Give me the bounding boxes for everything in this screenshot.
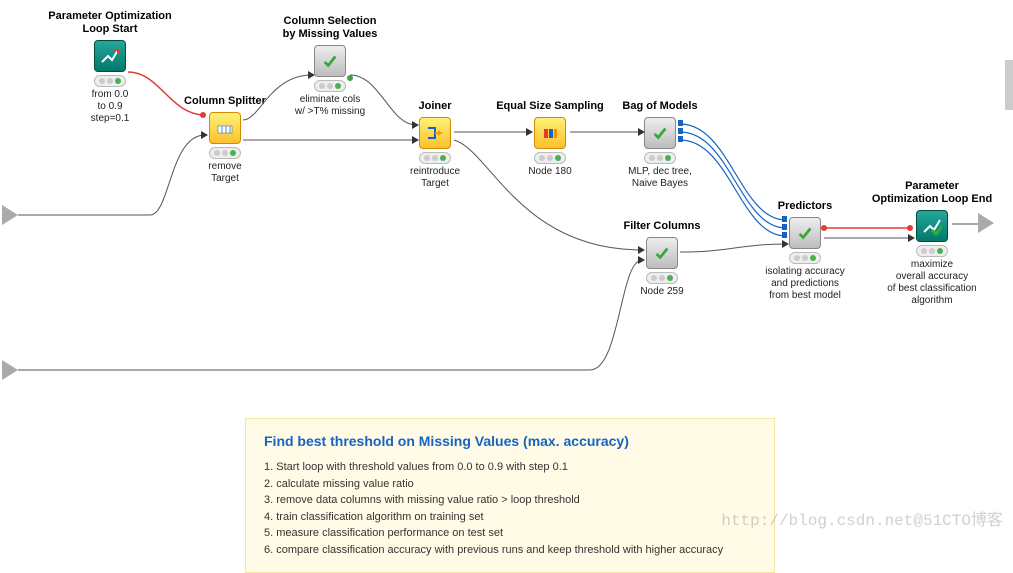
traffic-light bbox=[314, 80, 346, 92]
splitter-icon bbox=[209, 112, 241, 144]
node-caption: MLP, dec tree,Naive Bayes bbox=[628, 166, 692, 190]
node-caption: eliminate colsw/ >T% missing bbox=[295, 94, 365, 118]
annotation-box: Find best threshold on Missing Values (m… bbox=[245, 418, 775, 573]
node-title: Predictors bbox=[778, 200, 832, 213]
checkmark-icon bbox=[789, 217, 821, 249]
node-loop-start[interactable]: Parameter OptimizationLoop Start from 0.… bbox=[45, 10, 175, 125]
sampling-icon bbox=[534, 117, 566, 149]
annotation-title: Find best threshold on Missing Values (m… bbox=[264, 433, 756, 449]
loop-end-icon bbox=[916, 210, 948, 242]
node-bag-models[interactable]: Bag of Models MLP, dec tree,Naive Bayes bbox=[610, 100, 710, 190]
node-title: Filter Columns bbox=[623, 220, 700, 233]
node-title: Joiner bbox=[418, 100, 451, 113]
traffic-light bbox=[916, 245, 948, 257]
canvas-input-port-1 bbox=[2, 205, 18, 225]
node-title: Bag of Models bbox=[622, 100, 697, 113]
traffic-light bbox=[646, 272, 678, 284]
traffic-light bbox=[419, 152, 451, 164]
annotation-item: 4. train classification algorithm on tra… bbox=[264, 509, 756, 526]
node-title: Parameter OptimizationLoop Start bbox=[48, 10, 171, 36]
annotation-list: 1. Start loop with threshold values from… bbox=[264, 459, 756, 558]
node-column-selection[interactable]: Column Selectionby Missing Values elimin… bbox=[260, 15, 400, 118]
node-caption: removeTarget bbox=[208, 161, 241, 185]
node-caption: isolating accuracyand predictionsfrom be… bbox=[765, 266, 844, 302]
traffic-light bbox=[209, 147, 241, 159]
checkmark-icon bbox=[314, 45, 346, 77]
traffic-light bbox=[94, 75, 126, 87]
node-caption: reintroduceTarget bbox=[410, 166, 460, 190]
checkmark-icon bbox=[644, 117, 676, 149]
workflow-canvas: Parameter OptimizationLoop Start from 0.… bbox=[0, 0, 1013, 540]
annotation-item: 5. measure classification performance on… bbox=[264, 525, 756, 542]
annotation-item: 2. calculate missing value ratio bbox=[264, 476, 756, 493]
node-title: ParameterOptimization Loop End bbox=[872, 180, 992, 206]
traffic-light bbox=[534, 152, 566, 164]
node-loop-end[interactable]: ParameterOptimization Loop End maximizeo… bbox=[862, 180, 1002, 307]
node-predictors[interactable]: Predictors isolating accuracyand predict… bbox=[750, 200, 860, 302]
loop-start-icon bbox=[94, 40, 126, 72]
node-caption: Node 180 bbox=[528, 166, 571, 178]
canvas-input-port-2 bbox=[2, 360, 18, 380]
node-title: Column Splitter bbox=[184, 95, 266, 108]
traffic-light bbox=[789, 252, 821, 264]
annotation-item: 6. compare classification accuracy with … bbox=[264, 542, 756, 559]
annotation-item: 3. remove data columns with missing valu… bbox=[264, 492, 756, 509]
node-sampling[interactable]: Equal Size Sampling Node 180 bbox=[490, 100, 610, 178]
node-caption: Node 259 bbox=[640, 286, 683, 298]
node-caption: maximizeoverall accuracyof best classifi… bbox=[887, 259, 977, 307]
annotation-item: 1. Start loop with threshold values from… bbox=[264, 459, 756, 476]
node-title: Column Selectionby Missing Values bbox=[283, 15, 378, 41]
checkmark-icon bbox=[646, 237, 678, 269]
node-title: Equal Size Sampling bbox=[496, 100, 604, 113]
node-filter-columns[interactable]: Filter Columns Node 259 bbox=[612, 220, 712, 298]
right-edge-bar bbox=[1005, 60, 1013, 110]
node-caption: from 0.0to 0.9step=0.1 bbox=[91, 89, 130, 125]
watermark: http://blog.csdn.net@51CTO博客 bbox=[721, 506, 1003, 530]
node-joiner[interactable]: Joiner reintroduceTarget bbox=[400, 100, 470, 190]
joiner-icon bbox=[419, 117, 451, 149]
traffic-light bbox=[644, 152, 676, 164]
